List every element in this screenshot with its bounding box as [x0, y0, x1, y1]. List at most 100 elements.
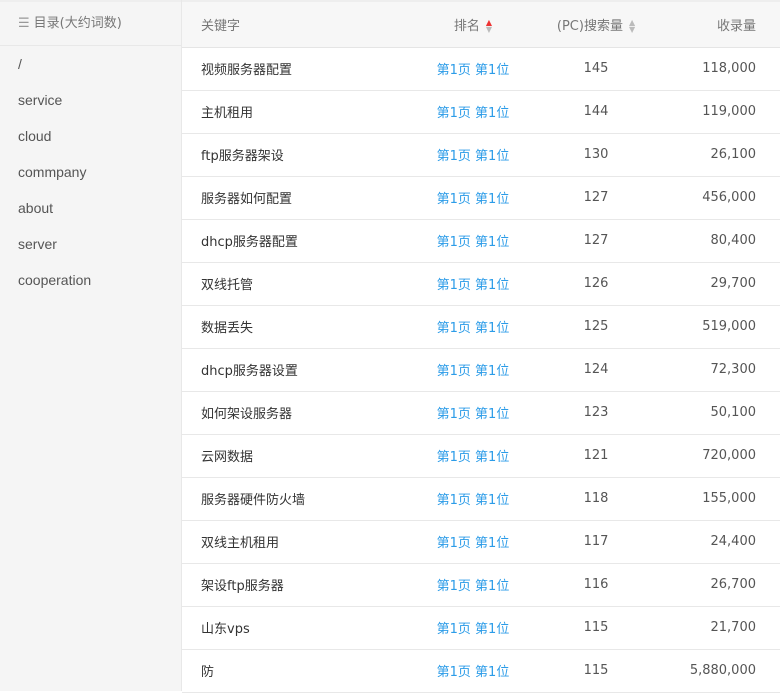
rank-link[interactable]: 第1页 第1位: [412, 348, 534, 392]
indexed-cell: 26,700: [658, 563, 780, 607]
table-row: 架设ftp服务器 第1页 第1位 116 26,700: [182, 563, 780, 607]
search-volume-cell: 115: [534, 649, 658, 693]
list-icon: ☰: [18, 16, 30, 31]
sidebar-title: 目录(大约词数): [33, 16, 122, 31]
keyword-cell: 双线主机租用: [182, 520, 412, 564]
table-row: 视频服务器配置 第1页 第1位 145 118,000: [182, 47, 780, 91]
sort-up-icon: ▲: [485, 18, 493, 28]
table-row: 数据丢失 第1页 第1位 125 519,000: [182, 305, 780, 349]
search-volume-cell: 126: [534, 262, 658, 306]
keyword-cell: 云网数据: [182, 434, 412, 478]
search-volume-cell: 127: [534, 219, 658, 263]
keyword-table: 关键字 排名 ▲ ▼ (PC)搜索量 ▲ ▼ 收录量 视频服务器配置 第1页 第1位 145…: [182, 0, 780, 693]
rank-link[interactable]: 第1页 第1位: [412, 262, 534, 306]
header-search-label: (PC)搜索量: [556, 18, 623, 34]
search-volume-cell: 117: [534, 520, 658, 564]
search-volume-cell: 118: [534, 477, 658, 521]
table-row: 如何架设服务器 第1页 第1位 123 50,100: [182, 391, 780, 435]
search-volume-cell: 145: [534, 47, 658, 91]
sort-down-icon: ▼: [628, 25, 636, 35]
indexed-cell: 720,000: [658, 434, 780, 478]
sort-icon[interactable]: ▲ ▼: [628, 18, 636, 35]
table-row: 双线主机租用 第1页 第1位 117 24,400: [182, 520, 780, 564]
keyword-cell: 双线托管: [182, 262, 412, 306]
table-row: dhcp服务器设置 第1页 第1位 124 72,300: [182, 348, 780, 392]
table-row: 云网数据 第1页 第1位 121 720,000: [182, 434, 780, 478]
indexed-cell: 118,000: [658, 47, 780, 91]
table-row: 山东vps 第1页 第1位 115 21,700: [182, 606, 780, 650]
rank-link[interactable]: 第1页 第1位: [412, 47, 534, 91]
keyword-cell: ftp服务器架设: [182, 133, 412, 177]
keyword-cell: 防: [182, 649, 412, 693]
search-volume-cell: 115: [534, 606, 658, 650]
indexed-cell: 29,700: [658, 262, 780, 306]
header-keyword: 关键字: [182, 0, 412, 48]
table-row: 服务器如何配置 第1页 第1位 127 456,000: [182, 176, 780, 220]
indexed-cell: 456,000: [658, 176, 780, 220]
sidebar-header: ☰ 目录(大约词数): [0, 0, 181, 46]
header-indexed: 收录量: [658, 0, 780, 48]
keyword-cell: 服务器硬件防火墙: [182, 477, 412, 521]
table-row: 防第1页 第1位 115 5,880,000: [182, 649, 780, 693]
keyword-cell: 数据丢失: [182, 305, 412, 349]
header-search-volume[interactable]: (PC)搜索量 ▲ ▼: [534, 0, 658, 48]
indexed-cell: 80,400: [658, 219, 780, 263]
search-volume-cell: 116: [534, 563, 658, 607]
header-rank-label: 排名: [453, 18, 480, 34]
sidebar-item[interactable]: server: [18, 236, 57, 252]
indexed-cell: 26,100: [658, 133, 780, 177]
table-row: 主机租用 第1页 第1位 144 119,000: [182, 90, 780, 134]
sidebar-item[interactable]: commpany: [18, 164, 87, 180]
keyword-cell: 架设ftp服务器: [182, 563, 412, 607]
sidebar-item[interactable]: /: [18, 56, 22, 72]
rank-link[interactable]: 第1页 第1位: [412, 649, 534, 693]
keyword-table-container: 关键字 排名 ▲ ▼ (PC)搜索量 ▲ ▼ 收录量 视频服务器配置 第1页 第1位 145…: [182, 0, 780, 693]
rank-link[interactable]: 第1页 第1位: [412, 176, 534, 220]
rank-link[interactable]: 第1页 第1位: [412, 90, 534, 134]
rank-link[interactable]: 第1页 第1位: [412, 391, 534, 435]
indexed-cell: 155,000: [658, 477, 780, 521]
search-volume-cell: 124: [534, 348, 658, 392]
indexed-cell: 519,000: [658, 305, 780, 349]
table-row: 服务器硬件防火墙 第1页 第1位 118 155,000: [182, 477, 780, 521]
search-volume-cell: 125: [534, 305, 658, 349]
keyword-cell: dhcp服务器设置: [182, 348, 412, 392]
indexed-cell: 21,700: [658, 606, 780, 650]
rank-link[interactable]: 第1页 第1位: [412, 477, 534, 521]
sidebar: ☰ 目录(大约词数) / service cloud commpany about serv…: [0, 0, 182, 691]
rank-link[interactable]: 第1页 第1位: [412, 305, 534, 349]
keyword-cell: 山东vps: [182, 606, 412, 650]
keyword-cell: 视频服务器配置: [182, 47, 412, 91]
search-volume-cell: 121: [534, 434, 658, 478]
table-row: ftp服务器架设 第1页 第1位 130 26,100: [182, 133, 780, 177]
table-row: 双线托管 第1页 第1位 126 29,700: [182, 262, 780, 306]
search-volume-cell: 144: [534, 90, 658, 134]
sort-down-icon: ▼: [485, 25, 493, 35]
sidebar-item[interactable]: service: [18, 92, 63, 108]
sidebar-item[interactable]: about: [18, 200, 54, 216]
indexed-cell: 119,000: [658, 90, 780, 134]
rank-link[interactable]: 第1页 第1位: [412, 606, 534, 650]
keyword-cell: dhcp服务器配置: [182, 219, 412, 263]
search-volume-cell: 130: [534, 133, 658, 177]
indexed-cell: 24,400: [658, 520, 780, 564]
header-rank[interactable]: 排名 ▲ ▼: [412, 0, 534, 48]
rank-link[interactable]: 第1页 第1位: [412, 133, 534, 177]
rank-link[interactable]: 第1页 第1位: [412, 563, 534, 607]
search-volume-cell: 127: [534, 176, 658, 220]
sidebar-item[interactable]: cooperation: [18, 272, 92, 288]
indexed-cell: 72,300: [658, 348, 780, 392]
sort-icon[interactable]: ▲ ▼: [485, 18, 493, 35]
keyword-cell: 服务器如何配置: [182, 176, 412, 220]
indexed-cell: 50,100: [658, 391, 780, 435]
keyword-cell: 主机租用: [182, 90, 412, 134]
sort-up-icon: ▲: [628, 18, 636, 28]
indexed-cell: 5,880,000: [658, 649, 780, 693]
rank-link[interactable]: 第1页 第1位: [412, 219, 534, 263]
sidebar-item[interactable]: cloud: [18, 128, 52, 144]
rank-link[interactable]: 第1页 第1位: [412, 520, 534, 564]
table-row: dhcp服务器配置 第1页 第1位 127 80,400: [182, 219, 780, 263]
search-volume-cell: 123: [534, 391, 658, 435]
rank-link[interactable]: 第1页 第1位: [412, 434, 534, 478]
keyword-cell: 如何架设服务器: [182, 391, 412, 435]
